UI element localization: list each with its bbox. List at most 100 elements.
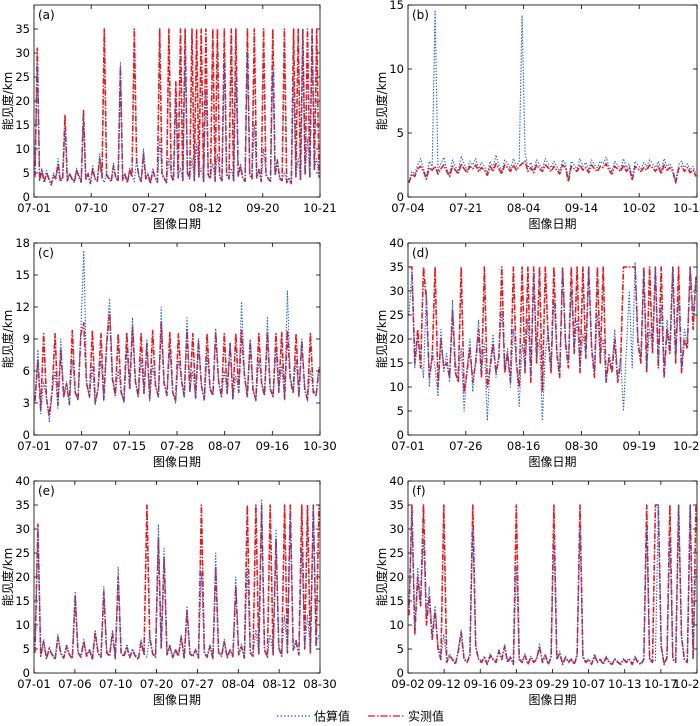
y-tick-label: 35: [389, 498, 404, 512]
x-tick-label: 09-14: [565, 201, 598, 215]
chart-panel: 0 5 10 15 20 25 30 35 40 09-02 09-12 09-16 09-23 09-2…: [374, 474, 700, 707]
y-tick-label: 25: [15, 546, 30, 560]
x-tick-label: 07-07: [65, 439, 98, 453]
x-tick-label: 07-10: [99, 677, 132, 691]
x-tick-label: 08-04: [222, 677, 255, 691]
y-tick-label: 30: [15, 46, 30, 60]
y-tick-label: 30: [389, 522, 404, 536]
y-tick-label: 35: [389, 260, 404, 274]
y-tick-label: 3: [23, 396, 30, 410]
x-tick-label: 09-12: [427, 677, 460, 691]
x-tick-label: 07-27: [181, 677, 214, 691]
x-tick-label: 07-01: [17, 677, 50, 691]
series-estimated-line: [408, 504, 697, 664]
y-tick-label: 0: [23, 666, 30, 680]
x-tick-label: 08-12: [189, 201, 222, 215]
series-observed-line: [409, 266, 697, 393]
y-tick-label: 15: [15, 594, 30, 608]
x-tick-label: 09-16: [464, 677, 497, 691]
y-tick-label: 15: [389, 356, 404, 370]
x-tick-label: 10-26: [673, 439, 700, 453]
chart-panel: 0 5 10 15 07-04 07-21 08-04 09-14 10-02 10-15 图像日期…: [374, 0, 700, 231]
series-estimated-line: [408, 9, 697, 183]
y-tick-label: 35: [15, 498, 30, 512]
y-tick-label: 0: [23, 190, 30, 204]
x-tick-label: 07-28: [160, 439, 193, 453]
x-tick-label: 07-27: [132, 201, 165, 215]
y-tick-label: 40: [389, 474, 404, 488]
x-tick-label: 09-23: [500, 677, 533, 691]
x-axis-title: 图像日期: [528, 455, 576, 469]
y-tick-label: 10: [389, 62, 404, 76]
x-axis-title: 图像日期: [153, 693, 201, 707]
x-tick-label: 09-02: [391, 677, 424, 691]
x-tick-label: 08-16: [507, 439, 540, 453]
panel-label: (f): [412, 484, 426, 498]
plot-frame: [33, 242, 321, 436]
panel-label: (c): [38, 246, 54, 260]
plot-frame: [407, 4, 698, 198]
y-tick-label: 10: [389, 618, 404, 632]
x-tick-label: 10-07: [572, 677, 605, 691]
y-tick-label: 10: [15, 142, 30, 156]
series-estimated-line: [34, 28, 320, 186]
y-tick-label: 10: [389, 380, 404, 394]
x-tick-label: 07-10: [74, 201, 107, 215]
y-axis-title: 能见度/km: [374, 310, 389, 369]
y-axis-title: 能见度/km: [0, 72, 15, 131]
chart-panel: 0 5 10 15 20 25 30 35 40 07-01 07-06 07-10 07-20 07-2…: [0, 474, 337, 707]
x-tick-label: 10-17: [644, 677, 677, 691]
x-tick-label: 08-12: [262, 677, 295, 691]
y-tick-label: 0: [397, 428, 404, 442]
x-tick-label: 10-30: [303, 439, 336, 453]
y-tick-label: 20: [389, 332, 404, 346]
y-tick-label: 25: [15, 70, 30, 84]
chart-panel: 0 3 6 9 12 15 18 07-01 07-07 07-15 07-28 08-07 09-16…: [0, 236, 337, 469]
panel-label: (d): [412, 246, 429, 260]
x-tick-label: 07-21: [449, 201, 482, 215]
y-tick-label: 5: [397, 642, 404, 656]
series-estimated-line: [408, 261, 697, 422]
panel-label: (e): [38, 484, 55, 498]
series-observed-line: [408, 160, 697, 184]
x-tick-label: 10-15: [673, 201, 700, 215]
y-tick-label: 15: [15, 118, 30, 132]
y-axis-title: 能见度/km: [0, 548, 15, 607]
legend-observed-label: 实测值: [408, 709, 444, 724]
x-tick-label: 10-02: [622, 201, 655, 215]
x-tick-label: 07-20: [140, 677, 173, 691]
x-axis-title: 图像日期: [528, 693, 576, 707]
y-tick-label: 15: [15, 268, 30, 282]
x-tick-label: 07-06: [58, 677, 91, 691]
x-tick-label: 09-19: [622, 439, 655, 453]
x-tick-label: 10-26: [673, 677, 700, 691]
x-tick-label: 10-21: [303, 201, 336, 215]
y-tick-label: 5: [23, 166, 30, 180]
x-tick-label: 07-01: [17, 201, 50, 215]
y-tick-label: 15: [389, 594, 404, 608]
y-tick-label: 25: [389, 546, 404, 560]
x-tick-label: 08-30: [565, 439, 598, 453]
x-tick-label: 09-16: [256, 439, 289, 453]
y-tick-label: 25: [389, 308, 404, 322]
x-axis-title: 图像日期: [153, 455, 201, 469]
x-axis-title: 图像日期: [153, 217, 201, 231]
x-tick-label: 07-26: [449, 439, 482, 453]
series-observed-line: [34, 28, 320, 186]
y-tick-label: 0: [397, 190, 404, 204]
x-tick-label: 07-01: [391, 439, 424, 453]
y-tick-label: 40: [15, 474, 30, 488]
y-tick-label: 12: [15, 300, 30, 314]
y-tick-label: 0: [397, 666, 404, 680]
legend: 估算值 实测值: [277, 709, 444, 724]
x-tick-label: 09-20: [246, 201, 279, 215]
y-tick-label: 35: [15, 22, 30, 36]
y-tick-label: 10: [15, 618, 30, 632]
y-tick-label: 9: [23, 332, 30, 346]
y-tick-label: 20: [15, 94, 30, 108]
x-tick-label: 10-13: [608, 677, 641, 691]
y-tick-label: 0: [23, 428, 30, 442]
x-tick-label: 08-30: [303, 677, 336, 691]
x-tick-label: 07-15: [113, 439, 146, 453]
